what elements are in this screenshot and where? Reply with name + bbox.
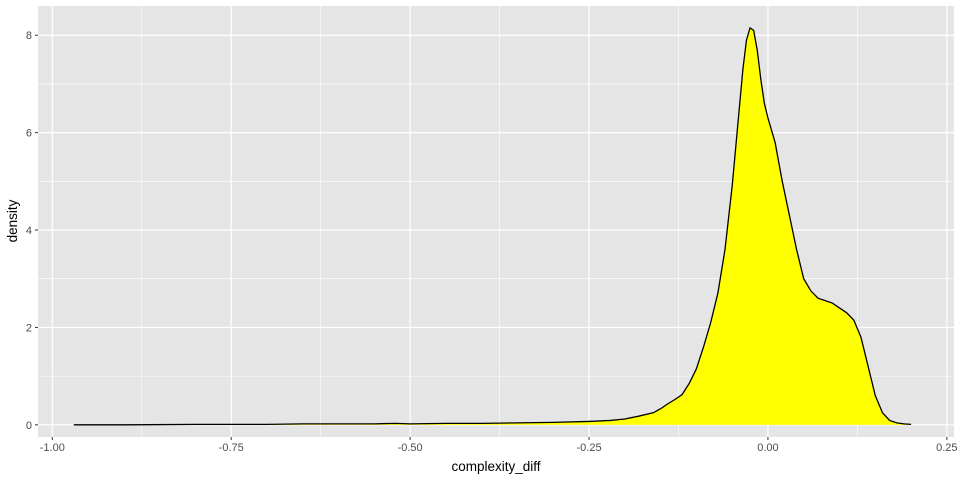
density-area	[73, 27, 912, 425]
x-tick-label: 0.25	[936, 442, 957, 454]
x-axis-title: complexity_diff	[451, 459, 540, 474]
y-tick-label: 8	[26, 30, 32, 42]
y-tick-label: 4	[26, 225, 32, 237]
x-axis: -1.00 -0.75 -0.50 -0.25 0.00 0.25	[40, 437, 958, 454]
x-tick-label: 0.00	[757, 442, 778, 454]
x-tick-label: -1.00	[40, 442, 65, 454]
y-tick-label: 2	[26, 322, 32, 334]
x-tick-label: -0.50	[398, 442, 423, 454]
density-line	[73, 26, 912, 426]
x-tick-label: -0.75	[219, 442, 244, 454]
y-axis: 0 2 4 6 8	[26, 30, 38, 432]
y-tick-label: 6	[26, 128, 32, 140]
y-axis-title: density	[5, 199, 20, 242]
y-tick-label: 0	[26, 420, 32, 432]
x-tick-label: -0.25	[576, 442, 601, 454]
